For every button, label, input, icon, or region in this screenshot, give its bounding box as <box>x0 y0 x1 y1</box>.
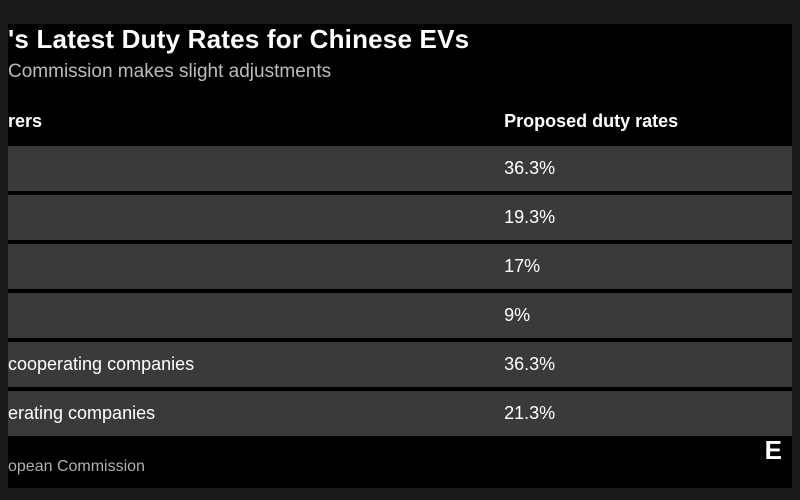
cell-manufacturer <box>8 242 494 291</box>
cell-rate: 17% <box>494 242 792 291</box>
duty-rates-table: rers Proposed duty rates 36.3% 19.3% 17% <box>8 101 792 440</box>
card-outer: 's Latest Duty Rates for Chinese EVs Com… <box>0 0 800 500</box>
cell-manufacturer <box>8 146 494 193</box>
table-row: cooperating companies 36.3% <box>8 340 792 389</box>
cell-manufacturer: cooperating companies <box>8 340 494 389</box>
table-header-row: rers Proposed duty rates <box>8 101 792 146</box>
table-row: 9% <box>8 291 792 340</box>
column-header-rates: Proposed duty rates <box>494 101 792 146</box>
cell-rate: 36.3% <box>494 146 792 193</box>
brand-mark: E <box>765 435 782 466</box>
table-row: 19.3% <box>8 193 792 242</box>
cell-manufacturer <box>8 291 494 340</box>
cell-rate: 9% <box>494 291 792 340</box>
cell-rate: 21.3% <box>494 389 792 438</box>
chart-title: 's Latest Duty Rates for Chinese EVs <box>8 24 792 61</box>
source-attribution: opean Commission <box>8 440 792 476</box>
cell-manufacturer <box>8 193 494 242</box>
table-row: 17% <box>8 242 792 291</box>
card-inner: 's Latest Duty Rates for Chinese EVs Com… <box>8 24 792 488</box>
cell-manufacturer: erating companies <box>8 389 494 438</box>
table-row: 36.3% <box>8 146 792 193</box>
cell-rate: 19.3% <box>494 193 792 242</box>
column-header-manufacturers: rers <box>8 101 494 146</box>
cell-rate: 36.3% <box>494 340 792 389</box>
chart-subtitle: Commission makes slight adjustments <box>8 61 792 101</box>
table-row: erating companies 21.3% <box>8 389 792 438</box>
